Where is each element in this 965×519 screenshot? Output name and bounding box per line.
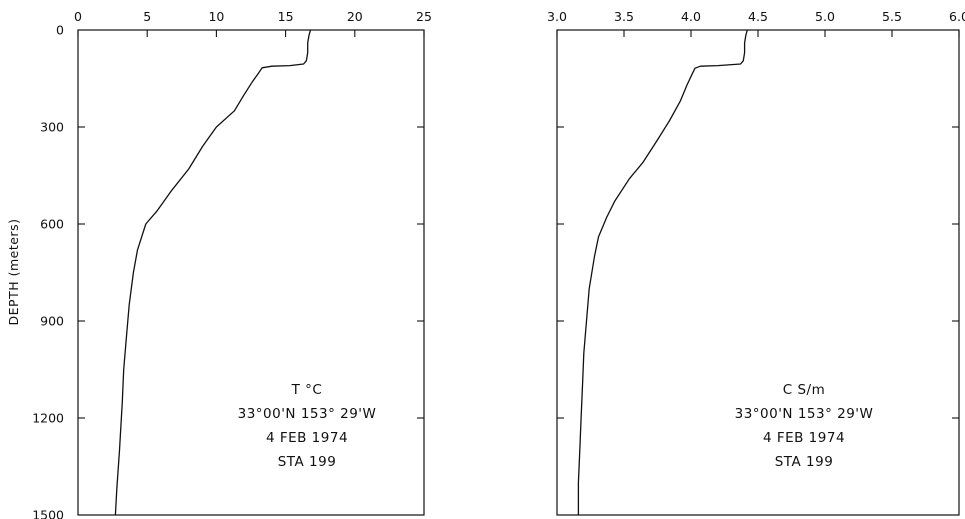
temperature-annotation-line: T °C <box>291 382 323 398</box>
y-axis-label: DEPTH (meters) <box>6 219 21 326</box>
temperature-y-tick-label: 900 <box>40 314 64 329</box>
conductivity-profile-line <box>577 29 748 515</box>
conductivity-x-tick-label: 6.0 <box>949 9 965 24</box>
temperature-x-tick-label: 15 <box>278 9 294 24</box>
conductivity-y-ticks <box>557 126 959 419</box>
temperature-plot-frame <box>77 29 425 516</box>
temperature-x-tick-label: 10 <box>208 9 224 24</box>
conductivity-x-tick-label: 5.0 <box>815 9 835 24</box>
temperature-y-ticks: 0 300 600 900 1200 1500 <box>32 23 424 519</box>
temperature-x-tick-label: 20 <box>347 9 363 24</box>
temperature-y-tick-label: 1500 <box>32 508 64 519</box>
conductivity-x-tick-label: 3.5 <box>614 9 634 24</box>
conductivity-annotation-line: C S/m <box>783 382 826 398</box>
temperature-y-tick-label: 300 <box>40 120 64 135</box>
conductivity-plot-frame <box>556 29 960 516</box>
conductivity-annotation: C S/m 33°00'N 153° 29'W 4 FEB 1974 STA 199 <box>735 382 874 470</box>
temperature-x-ticks: 0 5 10 15 20 25 <box>74 9 432 37</box>
conductivity-x-ticks: 3.0 3.5 4.0 4.5 5.0 5.5 6.0 <box>547 9 965 37</box>
temperature-y-tick-label: 1200 <box>32 411 64 426</box>
conductivity-x-tick-label: 5.5 <box>882 9 902 24</box>
conductivity-panel: 3.0 3.5 4.0 4.5 5.0 5.5 6.0 C S/m 33°00'N 153° … <box>547 9 965 516</box>
conductivity-annotation-line: 33°00'N 153° 29'W <box>735 406 874 422</box>
temperature-panel: 0 5 10 15 20 25 0 300 600 900 1200 1500 T °C 33°00'… <box>32 9 432 519</box>
conductivity-x-tick-label: 3.0 <box>547 9 567 24</box>
temperature-annotation-line: STA 199 <box>278 454 337 470</box>
conductivity-x-tick-label: 4.5 <box>748 9 768 24</box>
temperature-y-tick-label: 0 <box>56 23 64 38</box>
temperature-y-tick-label: 600 <box>40 217 64 232</box>
temperature-annotation-line: 4 FEB 1974 <box>266 430 348 446</box>
temperature-annotation-line: 33°00'N 153° 29'W <box>238 406 377 422</box>
conductivity-annotation-line: STA 199 <box>775 454 834 470</box>
temperature-annotation: T °C 33°00'N 153° 29'W 4 FEB 1974 STA 199 <box>238 382 377 470</box>
temperature-x-tick-label: 25 <box>416 9 432 24</box>
conductivity-annotation-line: 4 FEB 1974 <box>763 430 845 446</box>
temperature-profile-line <box>114 29 312 516</box>
temperature-x-tick-label: 5 <box>143 9 151 24</box>
temperature-x-tick-label: 0 <box>74 9 82 24</box>
conductivity-x-tick-label: 4.0 <box>681 9 701 24</box>
